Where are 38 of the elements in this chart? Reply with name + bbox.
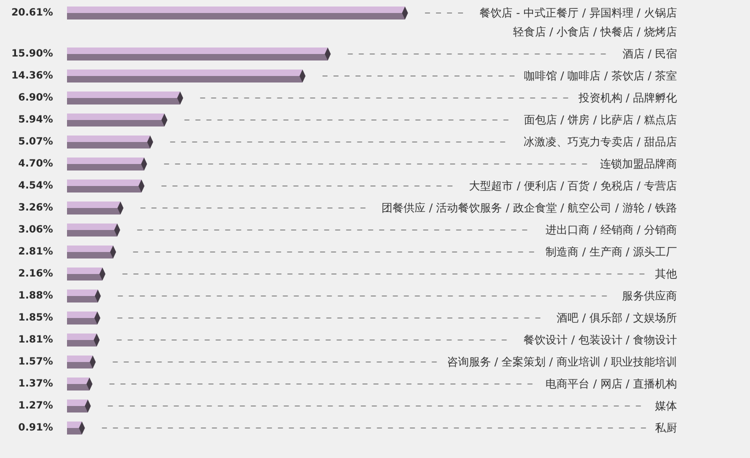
data-label: 2.16% — [18, 268, 53, 280]
y-tick-label: 媒体 — [655, 400, 677, 412]
data-label: 5.94% — [18, 114, 53, 126]
data-label: 15.90% — [11, 48, 53, 60]
y-tick-label: 餐饮设计 / 包装设计 / 食物设计 — [524, 334, 677, 346]
data-label: 20.61% — [11, 8, 53, 18]
y-tick-label: 面包店 / 饼房 / 比萨店 / 糕点店 — [524, 114, 677, 126]
y-tick-label: 大型超市 / 便利店 / 百货 / 免税店 / 专营店 — [469, 180, 677, 192]
y-tick-label: 电商平台 / 网店 / 直播机构 — [546, 378, 677, 390]
data-label: 3.06% — [18, 224, 53, 236]
data-label: 1.37% — [18, 378, 53, 390]
data-label: 2.81% — [18, 246, 53, 258]
data-label: 1.81% — [18, 334, 53, 346]
data-label: 3.26% — [18, 202, 53, 214]
y-tick-label: 冰激凌、巧克力专卖店 / 甜品店 — [523, 136, 677, 148]
y-tick-label: 进出口商 / 经销商 / 分销商 — [546, 224, 677, 236]
y-tick-label: 酒吧 / 俱乐部 / 文娱场所 — [556, 312, 677, 324]
y-tick-label: 其他 — [655, 268, 677, 280]
y-tick-label: 咨询服务 / 全案策划 / 商业培训 / 职业技能培训 — [446, 356, 677, 368]
y-tick-label: 餐饮店 - 中式正餐厅 / 异国料理 / 火锅店轻食店 / 小食店 / 快餐店 / 烧烤店 — [480, 6, 677, 38]
y-tick-label: 团餐供应 / 活动餐饮服务 / 政企食堂 / 航空公司 / 游轮 / 铁路 — [382, 202, 677, 214]
y-tick-label: 咖啡馆 / 咖啡店 / 茶饮店 / 茶室 — [524, 70, 677, 82]
data-label: 0.91% — [18, 422, 53, 434]
data-label: 1.57% — [18, 356, 53, 368]
data-label: 5.07% — [18, 136, 53, 148]
y-tick-label: 酒店 / 民宿 — [622, 48, 677, 60]
y-tick-label: 服务供应商 — [622, 290, 677, 302]
data-label: 14.36% — [11, 70, 53, 82]
y-tick-label: 连锁加盟品牌商 — [600, 158, 677, 170]
data-label: 1.88% — [18, 290, 53, 302]
y-tick-label: 私厨 — [655, 422, 677, 434]
data-label: 4.54% — [18, 180, 53, 192]
y-tick-label: 投资机构 / 品牌孵化 — [577, 92, 677, 104]
y-tick-label: 制造商 / 生产商 / 源头工厂 — [546, 246, 677, 258]
data-label: 6.90% — [18, 92, 53, 104]
data-label: 4.70% — [18, 158, 53, 170]
data-label: 1.27% — [18, 400, 53, 412]
data-label: 1.85% — [18, 312, 53, 324]
